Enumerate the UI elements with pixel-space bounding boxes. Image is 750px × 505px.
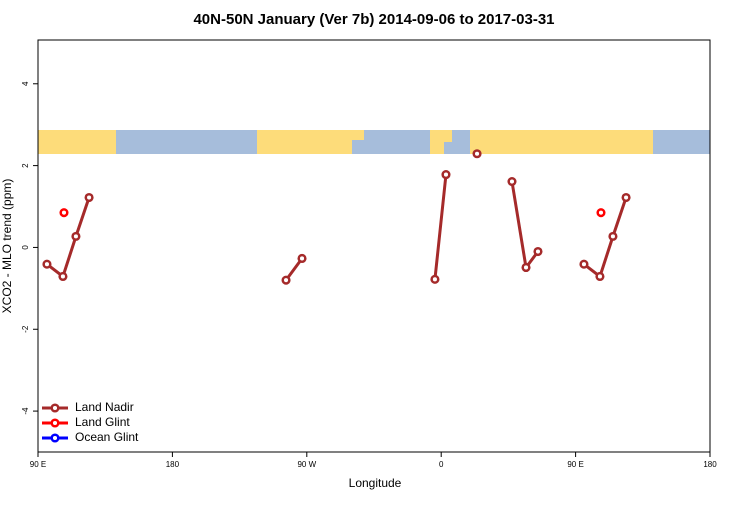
legend-marker — [50, 433, 60, 443]
x-tick-label: 0 — [439, 460, 444, 469]
chart-title: 40N-50N January (Ver 7b) 2014-09-06 to 2… — [193, 11, 554, 28]
series-line — [46, 174, 628, 282]
legend-marker — [50, 403, 60, 413]
point — [608, 231, 618, 241]
y-tick-label: -2 — [21, 325, 30, 333]
point — [59, 208, 69, 218]
point — [521, 262, 531, 273]
y-axis-label: XCO2 - MLO trend (ppm) — [0, 179, 14, 314]
x-tick-label: 90 E — [30, 460, 46, 469]
x-tick-label: 90 W — [297, 460, 316, 469]
point — [441, 170, 451, 180]
point — [533, 246, 543, 257]
map-strip — [38, 130, 710, 154]
point — [472, 149, 482, 159]
point — [430, 274, 440, 284]
y-tick-label: 2 — [21, 163, 30, 168]
x-axis-label: Longitude — [349, 476, 402, 490]
x-tick-label: 180 — [166, 460, 180, 469]
point — [579, 259, 589, 269]
point — [507, 177, 517, 187]
point — [58, 271, 68, 282]
point — [84, 192, 94, 203]
plot-frame — [37, 39, 711, 453]
y-tick-label: 4 — [21, 81, 30, 86]
point — [281, 275, 291, 285]
legend-label: Ocean Glint — [75, 430, 139, 444]
x-tick-label: 90 E — [567, 460, 583, 469]
point — [297, 253, 307, 264]
point — [71, 231, 81, 241]
legend-label: Land Glint — [75, 415, 130, 429]
y-tick-label: -4 — [21, 407, 30, 415]
legend-marker — [50, 418, 60, 428]
point — [596, 208, 606, 218]
point — [595, 271, 605, 282]
y-tick-label: 0 — [21, 245, 30, 250]
x-tick-label: 180 — [703, 460, 717, 469]
point — [621, 192, 631, 203]
legend-label: Land Nadir — [75, 400, 134, 414]
point — [42, 259, 52, 269]
